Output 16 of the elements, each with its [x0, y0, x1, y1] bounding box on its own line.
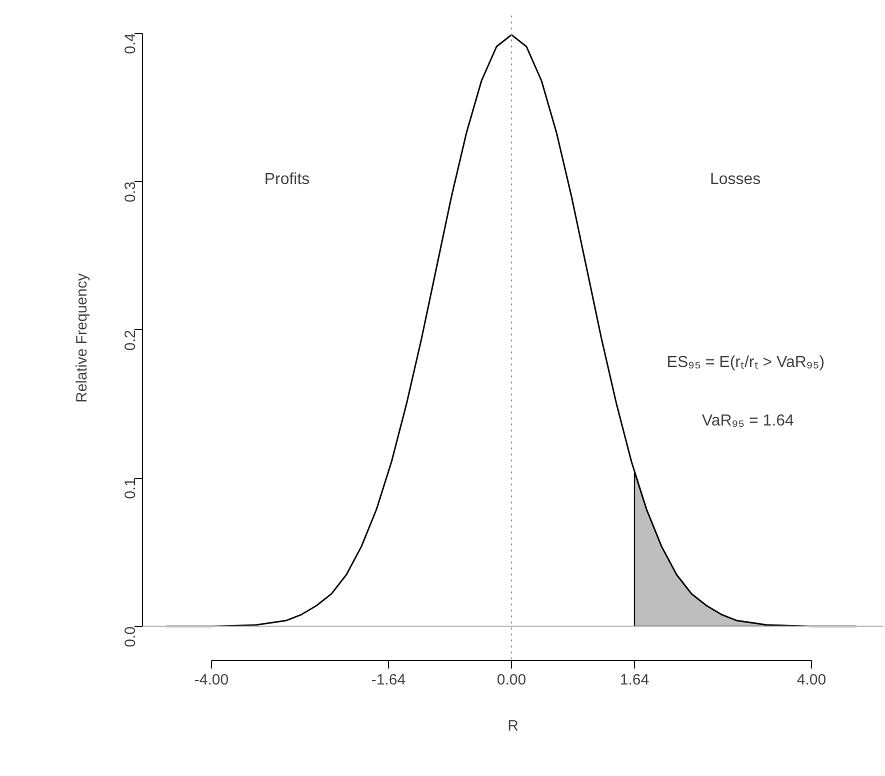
y-tick-label: 0.1 [122, 478, 139, 499]
x-axis-title: R [508, 718, 519, 734]
x-tick-label: 4.00 [796, 672, 826, 688]
y-tick-label: 0.0 [122, 626, 139, 648]
y-tick-label: 0.3 [122, 182, 139, 202]
x-tick-label: -1.64 [371, 672, 406, 688]
y-axis-title: Relative Frequency [74, 272, 90, 403]
annotation: VaR₉₅ = 1.64 [702, 412, 794, 430]
y-tick-label: 0.4 [122, 33, 139, 54]
y-tick-label: 0.2 [122, 330, 139, 351]
annotation: ES₉₅ = E(rₜ/rₜ > VaR₉₅) [666, 354, 825, 372]
x-tick-label: 0.00 [496, 672, 526, 688]
x-tick-label: -4.00 [194, 672, 229, 688]
x-tick-label: 1.64 [620, 672, 650, 688]
annotation: Profits [264, 170, 310, 188]
annotation: Losses [710, 170, 761, 188]
